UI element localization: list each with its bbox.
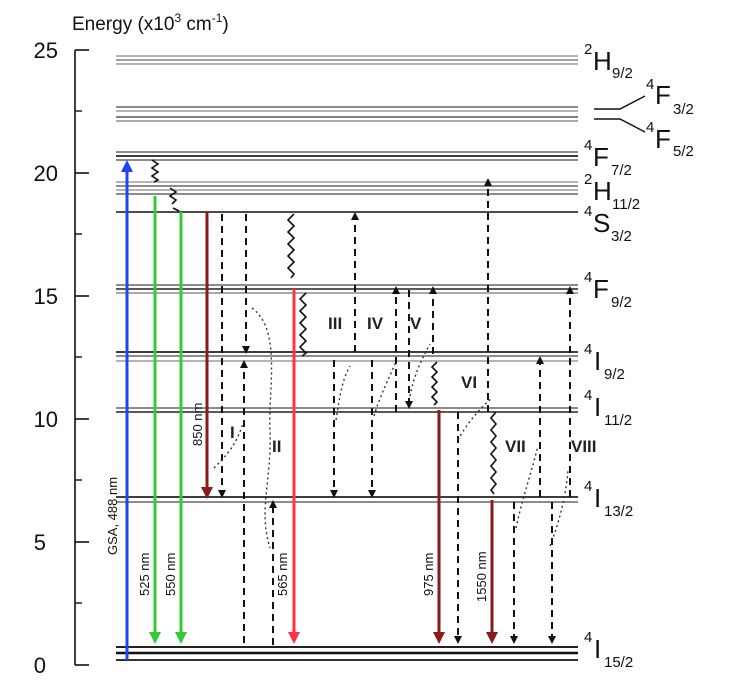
level-label-sub: 7/2 bbox=[611, 162, 632, 179]
level-label-letter: I bbox=[594, 634, 601, 664]
label-550: 550 nm bbox=[163, 553, 178, 596]
label-1550: 1550 nm bbox=[474, 551, 489, 602]
level-label-letter: I bbox=[594, 483, 601, 513]
level-label-letter: S bbox=[593, 208, 610, 238]
bracket-4F3-2 bbox=[594, 95, 646, 110]
wavy-relaxation bbox=[298, 292, 308, 357]
level-label-sub: 9/2 bbox=[612, 65, 633, 82]
process-label-III: III bbox=[328, 314, 342, 333]
process-label-VIII: VIII bbox=[571, 437, 597, 456]
level-label-sup: 4 bbox=[584, 137, 592, 154]
label-565: 565 nm bbox=[275, 553, 290, 596]
level-label-sup: 4 bbox=[584, 203, 592, 220]
level-label-sub: 3/2 bbox=[611, 228, 632, 245]
wavy-relaxation bbox=[489, 411, 498, 495]
tick-label: 25 bbox=[34, 38, 58, 63]
level-label-sup: 4 bbox=[646, 119, 654, 136]
process-label-IV: IV bbox=[367, 314, 384, 333]
level-label-sub: 9/2 bbox=[604, 366, 625, 383]
level-label-sup: 4 bbox=[584, 478, 592, 495]
wavy-relaxation bbox=[172, 207, 180, 212]
label-850: 850 nm bbox=[190, 403, 205, 446]
level-labels: 2 H 9/2 4 F 3/2 4 F 5/2 4 F 7/2 2 H 11/2… bbox=[584, 41, 694, 671]
level-label-sub: 15/2 bbox=[604, 654, 633, 671]
level-label-letter: H bbox=[593, 176, 612, 206]
level-label-letter: I bbox=[594, 392, 601, 422]
level-label-letter: F bbox=[655, 124, 671, 154]
coupling-curve bbox=[373, 361, 397, 417]
level-label-sup: 2 bbox=[584, 171, 592, 188]
y-axis-ticks bbox=[75, 49, 89, 666]
process-label-II: II bbox=[272, 437, 281, 456]
process-label-I: I bbox=[230, 423, 235, 442]
coupling-curves bbox=[213, 307, 569, 549]
process-label-VII: VII bbox=[505, 437, 526, 456]
level-label-letter: F bbox=[593, 274, 609, 304]
tick-label: 5 bbox=[34, 530, 46, 555]
coupling-curve bbox=[409, 343, 431, 397]
level-label-sub: 11/2 bbox=[612, 196, 640, 213]
axis-title: Energy (x103 cm-1) bbox=[72, 11, 229, 35]
wavy-relaxation bbox=[168, 187, 178, 205]
tick-label: 10 bbox=[34, 407, 58, 432]
level-label-sub: 5/2 bbox=[673, 143, 694, 160]
level-label-sup: 4 bbox=[646, 76, 654, 93]
coupling-curve bbox=[213, 419, 245, 469]
level-label-sup: 4 bbox=[584, 387, 592, 404]
level-label-sup: 2 bbox=[584, 41, 592, 58]
level-label-sub: 13/2 bbox=[604, 503, 633, 520]
wavy-relaxation bbox=[286, 213, 296, 279]
level-label-sub: 3/2 bbox=[673, 101, 694, 118]
tick-label: 15 bbox=[34, 284, 58, 309]
level-label-letter: H bbox=[593, 46, 612, 76]
label-gsa-488: GSA, 488 nm bbox=[105, 477, 120, 555]
level-label-sup: 4 bbox=[584, 341, 592, 358]
energy-levels bbox=[116, 55, 578, 661]
tick-label: 0 bbox=[34, 653, 46, 678]
label-975: 975 nm bbox=[421, 553, 436, 596]
coupling-curve bbox=[251, 307, 273, 549]
tick-label: 20 bbox=[34, 161, 58, 186]
level-label-sup: 4 bbox=[584, 269, 592, 286]
wavy-relaxation bbox=[430, 361, 439, 406]
level-label-sub: 9/2 bbox=[611, 294, 632, 311]
label-525: 525 nm bbox=[137, 553, 152, 596]
level-label-sub: 11/2 bbox=[604, 412, 632, 429]
process-label-VI: VI bbox=[461, 373, 477, 392]
coupling-curve bbox=[549, 469, 569, 547]
level-label-letter: F bbox=[655, 80, 671, 110]
process-label-V: V bbox=[410, 314, 422, 333]
wavy-relaxation bbox=[150, 159, 160, 183]
level-label-letter: I bbox=[594, 346, 601, 376]
energy-transfer-arrows bbox=[218, 178, 574, 645]
coupling-curve bbox=[457, 397, 493, 441]
radiative-transitions bbox=[121, 160, 498, 660]
coupling-curve bbox=[335, 365, 351, 421]
bracket-4F5-2 bbox=[594, 118, 646, 133]
nonradiative-relaxations bbox=[150, 159, 498, 495]
level-label-sup: 4 bbox=[584, 629, 592, 646]
level-label-letter: F bbox=[593, 142, 609, 172]
coupling-curve bbox=[515, 445, 539, 529]
